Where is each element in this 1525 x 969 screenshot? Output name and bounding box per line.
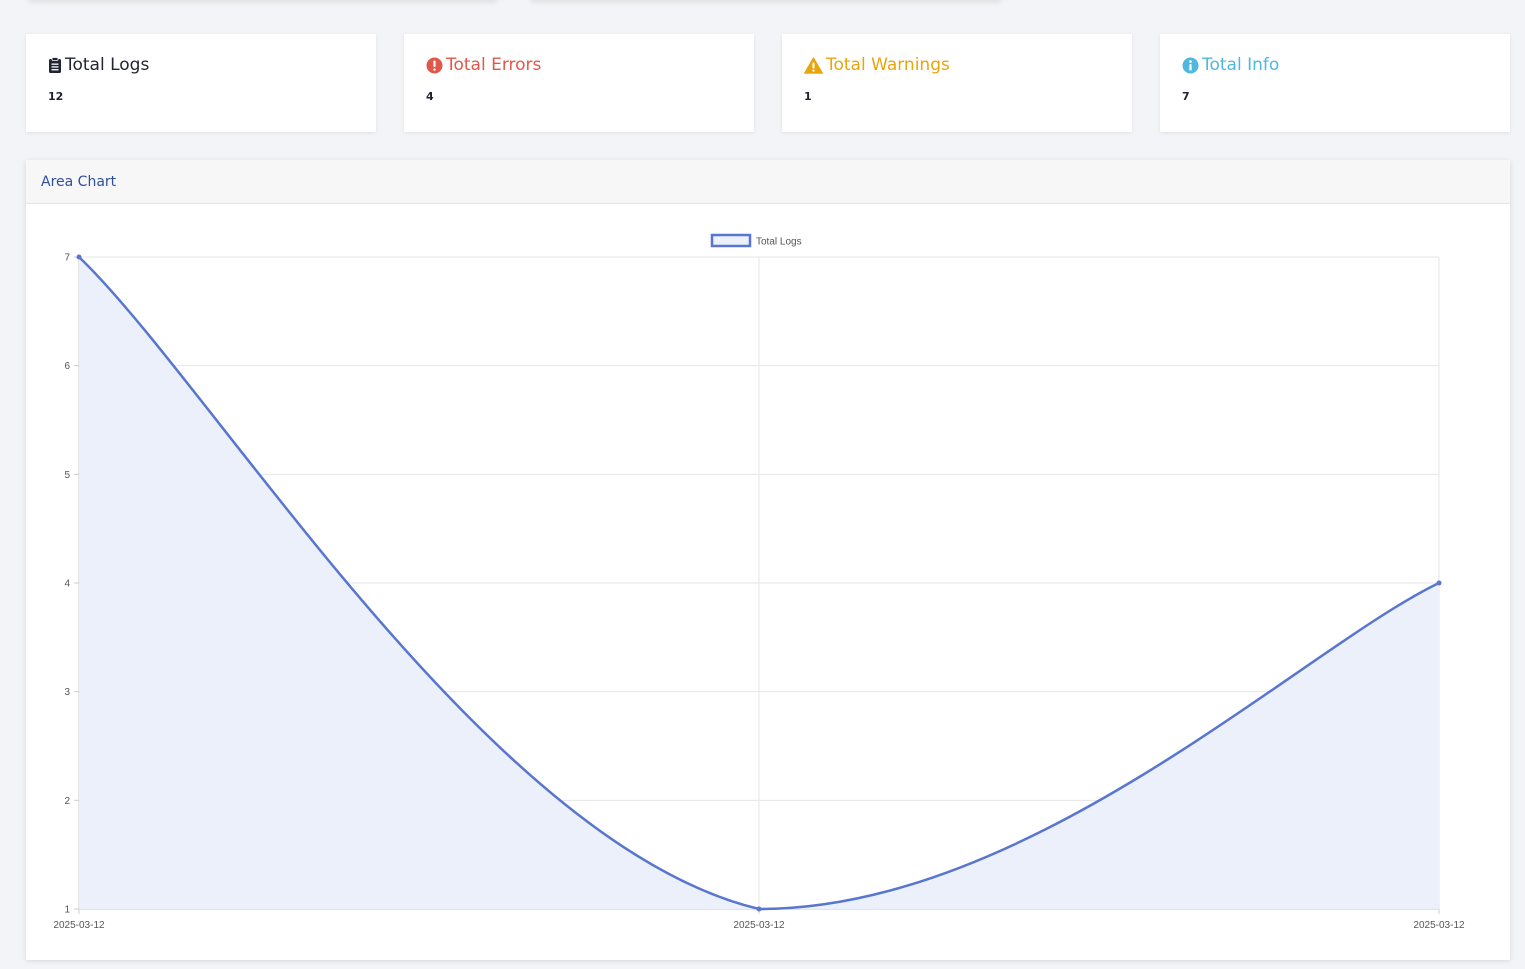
y-tick-label: 2: [64, 796, 70, 807]
exclamation-circle-icon: [426, 57, 443, 74]
stat-card-total-logs: Total Logs 12: [26, 34, 376, 132]
y-tick-label: 3: [64, 687, 70, 698]
area-chart: 1 2 3 4 5 6 7 2025-03-12 2025-03-12 2025-03-12 Tot…: [53, 233, 1465, 931]
y-tick-label: 6: [64, 361, 70, 372]
series-line: [78, 256, 1440, 911]
data-point: [756, 906, 762, 912]
stat-title-total-info: Total Info: [1182, 54, 1488, 76]
stat-card-total-warnings: Total Warnings 1: [782, 34, 1132, 132]
stat-value: 4: [426, 90, 434, 103]
stat-label: Total Warnings: [826, 55, 950, 75]
legend-swatch: [710, 233, 752, 248]
stat-title-total-warnings: Total Warnings: [804, 54, 1110, 76]
data-point: [76, 254, 82, 260]
stat-card-total-errors: Total Errors 4: [404, 34, 754, 132]
series-area-fill: [79, 257, 1439, 909]
stat-card-total-info: Total Info 7: [1160, 34, 1510, 132]
warning-triangle-icon: [804, 56, 823, 74]
x-tick-label: 2025-03-12: [53, 920, 105, 931]
data-point: [1436, 580, 1442, 586]
y-tick-label: 1: [64, 905, 70, 916]
stat-label: Total Errors: [446, 55, 542, 75]
stat-value: 1: [804, 90, 812, 103]
y-tick-label: 5: [64, 470, 70, 481]
legend-label: Total Logs: [756, 237, 802, 248]
y-tick-label: 4: [64, 579, 70, 590]
x-tick-label: 2025-03-12: [1413, 920, 1465, 931]
chart-card-title: Area Chart: [41, 173, 117, 190]
y-tick-label: 7: [64, 253, 70, 264]
chart-card-header: Area Chart: [26, 160, 1510, 204]
area-chart-card: Area Chart 1 2 3 4 5 6 7 2025-03-12 2025-03-12 20…: [26, 160, 1510, 960]
stat-label: Total Logs: [65, 55, 150, 75]
stat-value: 7: [1182, 90, 1190, 103]
stat-label: Total Info: [1202, 55, 1280, 75]
stat-value: 12: [48, 90, 64, 103]
info-circle-icon: [1182, 57, 1199, 74]
x-tick-label: 2025-03-12: [733, 920, 785, 931]
stat-title-total-logs: Total Logs: [48, 54, 354, 76]
stat-title-total-errors: Total Errors: [426, 54, 732, 76]
clipboard-icon: [48, 57, 62, 73]
